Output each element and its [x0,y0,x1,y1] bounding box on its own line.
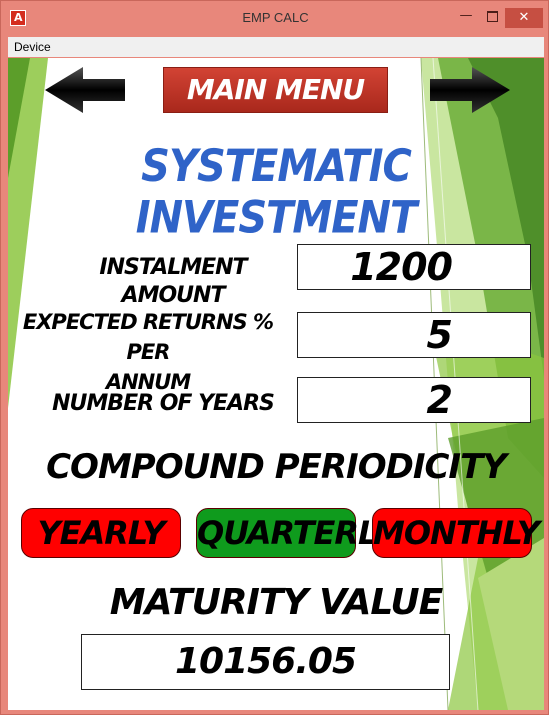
app-icon[interactable]: A [10,10,26,26]
maturity-value-heading: MATURITY VALUE [109,582,443,623]
left-arrow-icon [45,67,125,113]
yearly-button[interactable]: YEARLY [21,508,181,558]
instalment-amount-field[interactable]: 1200 [297,244,531,290]
title-bar[interactable]: A EMP CALC — ✕ [1,1,549,36]
instalment-amount-label: INSTALMENT AMOUNT [99,255,247,308]
maximize-button[interactable] [485,9,499,25]
instalment-amount-value: 1200 [350,245,453,289]
monthly-button[interactable]: MONTHLY [372,508,540,558]
window-title: EMP CALC [242,10,309,25]
menu-item-device[interactable]: Device [14,40,51,54]
maturity-value-output: 10156.05 [81,634,450,690]
compound-periodicity-heading: COMPOUND PERIODICITY [46,447,507,487]
right-arrow-icon [430,67,510,113]
number-of-years-field[interactable]: 2 [297,377,531,423]
page-title: SYSTEMATIC INVESTMENT [135,140,418,244]
back-arrow-button[interactable] [45,65,127,115]
menu-bar: Device [8,37,544,57]
close-button[interactable]: ✕ [505,8,543,28]
minimize-button[interactable]: — [459,8,473,23]
forward-arrow-button[interactable] [412,65,512,115]
expected-returns-value: 5 [426,313,453,357]
expected-returns-label-line1: EXPECTED RETURNS % PER [22,310,274,364]
number-of-years-value: 2 [426,378,453,422]
number-of-years-label: NUMBER OF YEARS [52,391,275,416]
expected-returns-label-line2: ANNUM [105,370,191,394]
app-icon-glyph: A [14,11,23,24]
expected-returns-field[interactable]: 5 [297,312,531,358]
calculator-panel: MAIN MENU SYSTEMATIC INVESTMENT INSTALME… [8,58,544,710]
quarterly-button[interactable]: QUARTERLY [196,508,396,558]
expected-returns-label: EXPECTED RETURNS % PER ANNUM [8,307,288,397]
main-menu-button[interactable]: MAIN MENU [163,67,388,113]
